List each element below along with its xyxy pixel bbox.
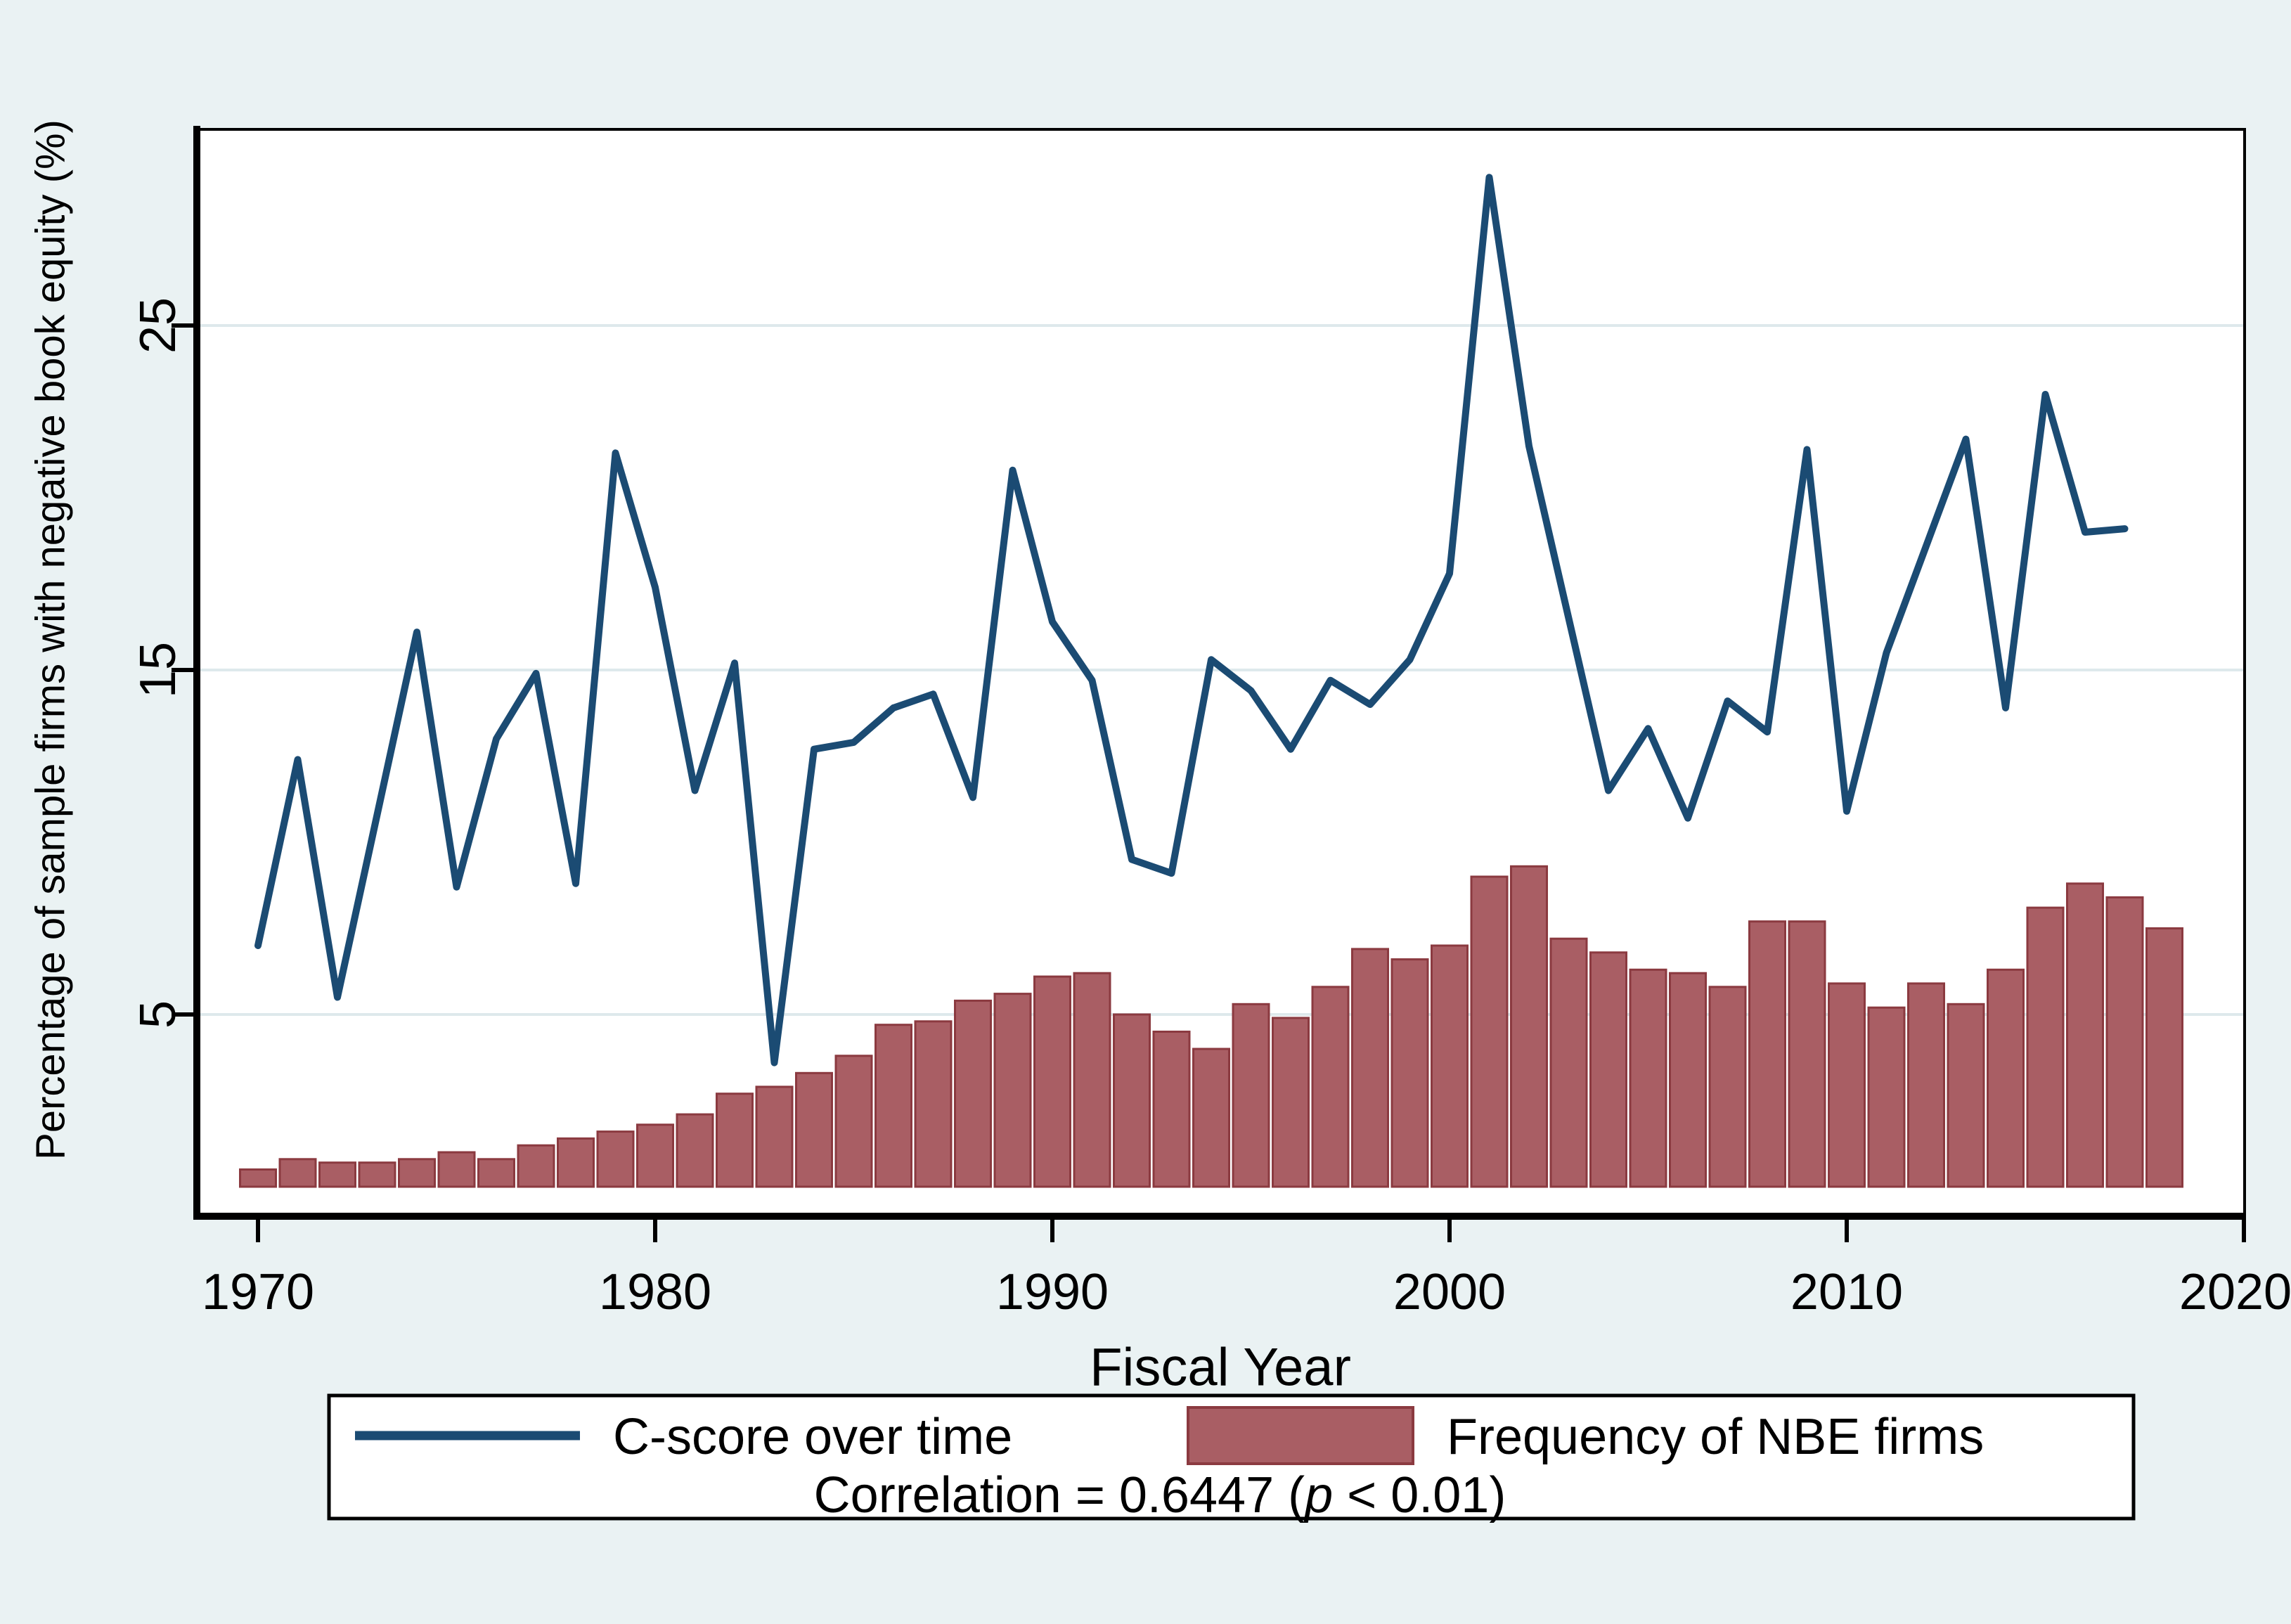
bar-1972 [318, 1161, 356, 1188]
correlation-caption: Correlation = 0.6447 (p < 0.01) [814, 1467, 1506, 1523]
bar-2000 [1431, 944, 1469, 1188]
bar-1983 [755, 1085, 794, 1188]
bar-1984 [795, 1071, 833, 1188]
bar-2016 [2066, 882, 2104, 1188]
bar-2013 [1947, 1003, 1985, 1188]
bar-1981 [676, 1113, 714, 1188]
bar-1982 [716, 1093, 754, 1188]
bar-2018 [2145, 927, 2183, 1188]
x-tick-label-1980: 1980 [599, 1264, 711, 1320]
bar-1985 [834, 1055, 873, 1188]
bar-2007 [1708, 986, 1747, 1188]
correlation-prefix: Correlation = 0.6447 ( [814, 1467, 1305, 1523]
bar-1997 [1311, 986, 1350, 1188]
bar-1978 [557, 1137, 595, 1188]
legend-label-nbe-frequency: Frequency of NBE firms [1447, 1409, 1984, 1465]
bar-2011 [1867, 1006, 1906, 1188]
line-series-c-score [254, 174, 2129, 1066]
bar-1974 [398, 1158, 436, 1188]
bar-2006 [1669, 972, 1707, 1188]
bar-2014 [1987, 968, 2025, 1188]
bar-1975 [437, 1151, 476, 1188]
x-tick-label-1970: 1970 [202, 1264, 314, 1320]
x-axis-title: Fiscal Year [1090, 1338, 1351, 1398]
correlation-suffix: < 0.01) [1333, 1467, 1506, 1523]
bar-1999 [1390, 958, 1429, 1188]
y-axis-title: Percentage of sample firms with negative… [28, 120, 74, 1160]
bar-2002 [1510, 865, 1548, 1188]
y-tick-label-5: 5 [130, 1000, 186, 1029]
bar-2005 [1629, 968, 1667, 1188]
x-tick-label-2010: 2010 [1790, 1264, 1903, 1320]
bar-1973 [358, 1161, 396, 1188]
bar-2017 [2105, 896, 2144, 1188]
bar-2008 [1748, 920, 1786, 1188]
bar-1998 [1351, 948, 1389, 1188]
bar-2012 [1907, 982, 1945, 1188]
bar-1993 [1152, 1031, 1191, 1188]
c-score-trend-line [254, 174, 2129, 1066]
correlation-p-symbol: p [1303, 1467, 1333, 1523]
bar-2003 [1549, 937, 1588, 1188]
bar-1996 [1272, 1017, 1310, 1188]
axis-ticks-and-labels: 5 15 25 1970 1980 1990 2000 2010 2020 [130, 297, 2291, 1320]
y-tick-label-25: 25 [130, 297, 186, 354]
bar-1991 [1073, 972, 1111, 1188]
bar-1970 [239, 1168, 277, 1188]
bar-1987 [914, 1020, 953, 1188]
bar-2009 [1788, 920, 1826, 1188]
bar-series-swatch [1187, 1406, 1414, 1465]
legend-label-c-score: C-score over time [613, 1409, 1012, 1465]
bar-2015 [2026, 906, 2065, 1188]
bar-1976 [477, 1158, 515, 1188]
bar-2010 [1828, 982, 1866, 1188]
legend: C-score over time Frequency of NBE firms… [327, 1393, 2136, 1523]
bar-1977 [517, 1144, 555, 1188]
bar-1980 [636, 1123, 674, 1188]
bar-1992 [1113, 1013, 1151, 1188]
bar-1995 [1232, 1003, 1270, 1188]
x-tick-label-2020: 2020 [2179, 1264, 2291, 1320]
bar-series-frequency-of-nbe-firms [239, 865, 2183, 1188]
y-tick-label-15: 15 [130, 642, 186, 698]
bar-2001 [1470, 875, 1509, 1188]
x-tick-label-1990: 1990 [996, 1264, 1109, 1320]
bar-1986 [875, 1024, 912, 1188]
x-tick-label-2000: 2000 [1393, 1264, 1506, 1320]
bar-1979 [596, 1130, 635, 1188]
bar-2004 [1589, 951, 1627, 1188]
bar-1990 [1033, 975, 1071, 1188]
bar-1989 [993, 993, 1032, 1188]
bar-1988 [954, 999, 992, 1188]
bar-1971 [278, 1158, 317, 1188]
bar-1994 [1192, 1048, 1230, 1188]
